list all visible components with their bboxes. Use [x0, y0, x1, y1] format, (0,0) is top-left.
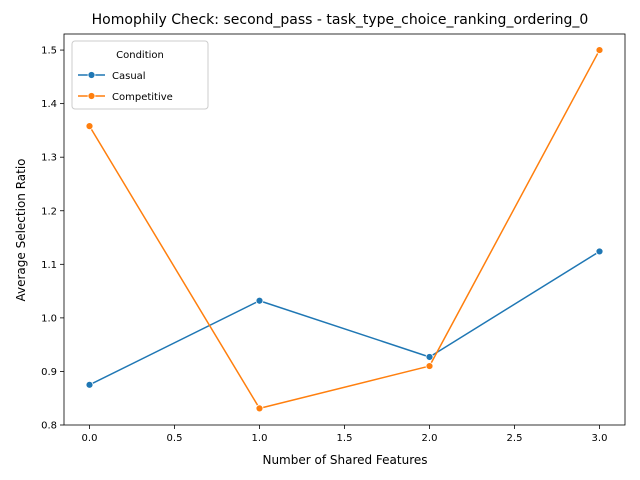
data-point-casual [255, 296, 264, 305]
x-tick-label: 2.5 [507, 433, 523, 444]
legend-label: Casual [112, 71, 146, 82]
x-tick-label: 3.0 [592, 433, 608, 444]
series-line-casual [89, 250, 600, 386]
y-tick-label: 1.4 [41, 99, 57, 110]
data-point-competitive [85, 122, 94, 131]
data-point-competitive [595, 46, 604, 54]
series-competitive [85, 46, 604, 413]
legend-entry-casual: Casual [78, 71, 146, 82]
x-axis: 0.0 0.5 1.0 1.5 2.0 2.5 3.0 [82, 425, 608, 444]
legend-swatch-marker [87, 71, 96, 79]
y-tick-label: 1.1 [41, 260, 57, 271]
y-axis: 0.8 0.9 1.0 1.1 1.2 1.3 1.4 1.5 [41, 46, 64, 432]
x-axis-label: Number of Shared Features [262, 453, 427, 467]
data-point-competitive [255, 404, 264, 413]
legend-label: Competitive [112, 92, 173, 103]
x-tick-label: 1.5 [337, 433, 353, 444]
y-tick-label: 0.9 [41, 367, 57, 378]
chart-title: Homophily Check: second_pass - task_type… [92, 12, 589, 28]
legend-entry-competitive: Competitive [78, 92, 173, 103]
legend-title: Condition [116, 50, 164, 61]
data-point-casual [595, 247, 604, 256]
series-line-competitive [88, 49, 601, 410]
x-tick-label: 1.0 [252, 433, 268, 444]
legend-entries: Casual Competitive [78, 71, 173, 103]
series-layer [85, 46, 604, 413]
x-tick-label: 0.0 [82, 433, 98, 444]
legend-swatch-marker [87, 92, 96, 100]
data-point-competitive [425, 362, 434, 370]
x-tick-label: 2.0 [422, 433, 438, 444]
y-tick-label: 1.2 [41, 206, 57, 217]
data-point-casual [425, 353, 434, 361]
data-point-casual [85, 380, 94, 389]
y-tick-label: 0.8 [41, 421, 57, 432]
y-tick-label: 1.0 [41, 313, 57, 324]
y-tick-label: 1.5 [41, 46, 57, 57]
y-axis-label: Average Selection Ratio [14, 158, 28, 301]
series-casual [85, 247, 604, 389]
y-tick-label: 1.3 [41, 153, 57, 164]
legend-box [71, 40, 209, 110]
x-tick-label: 0.5 [167, 433, 183, 444]
legend: Condition Casual Competitive [71, 40, 209, 110]
